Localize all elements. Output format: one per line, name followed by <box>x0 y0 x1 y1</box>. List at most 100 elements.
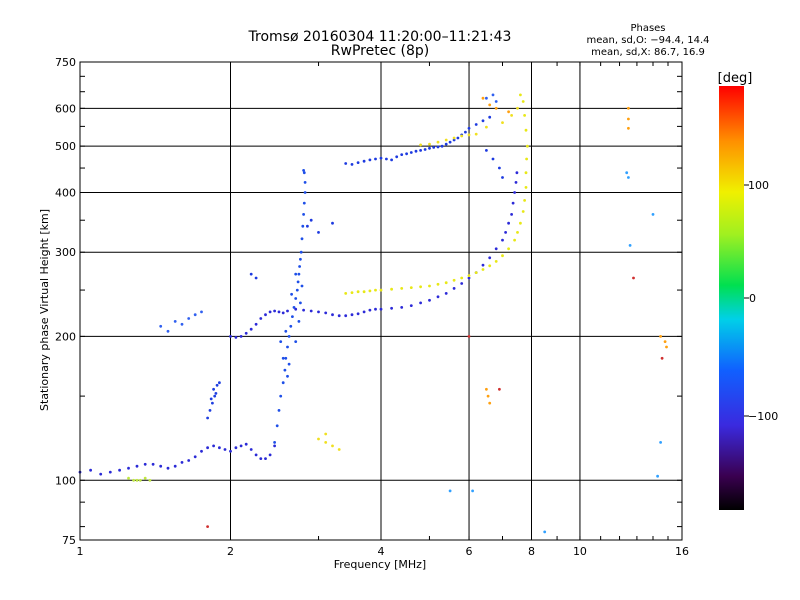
data-point <box>249 448 253 451</box>
data-point <box>627 176 630 179</box>
data-point <box>187 459 191 462</box>
data-point <box>166 329 170 333</box>
data-point <box>331 313 334 317</box>
data-point <box>214 392 218 395</box>
data-point <box>510 213 513 216</box>
data-point <box>215 383 219 387</box>
data-points <box>78 93 668 534</box>
data-point <box>200 310 203 314</box>
data-point <box>481 96 485 100</box>
data-point <box>275 424 279 428</box>
data-point <box>294 340 298 343</box>
data-point <box>331 444 334 448</box>
data-point <box>379 307 383 311</box>
data-point <box>284 329 288 333</box>
data-point <box>651 213 655 216</box>
x-tick-labels: 1 2 4 6 8 10 16 <box>77 545 690 558</box>
data-point <box>460 276 464 280</box>
data-point <box>317 231 320 234</box>
data-point <box>419 143 422 147</box>
data-point <box>374 288 377 292</box>
data-point <box>374 157 377 161</box>
data-point <box>229 335 232 338</box>
data-point <box>273 441 276 444</box>
data-point <box>481 119 485 123</box>
data-point <box>212 444 216 448</box>
grid-lines <box>80 62 682 540</box>
data-point <box>300 237 304 241</box>
data-point <box>173 320 177 323</box>
data-point <box>290 292 293 296</box>
data-point <box>213 394 217 398</box>
data-point <box>173 464 177 468</box>
data-point <box>514 181 518 184</box>
data-point <box>521 210 525 213</box>
data-point <box>218 446 221 450</box>
data-point <box>239 335 243 338</box>
data-point <box>127 476 130 480</box>
data-point <box>268 453 272 457</box>
data-point <box>299 301 302 305</box>
data-point <box>317 437 320 441</box>
data-point <box>362 290 366 294</box>
data-point <box>234 446 238 450</box>
data-point <box>296 280 300 284</box>
data-point <box>511 201 515 205</box>
data-point <box>297 320 301 323</box>
data-point <box>295 288 299 292</box>
data-point <box>187 317 191 320</box>
data-point <box>254 276 258 280</box>
data-point <box>452 136 456 140</box>
data-point <box>206 446 210 450</box>
data-point <box>344 162 348 165</box>
data-point <box>501 238 504 242</box>
data-point <box>436 145 440 149</box>
data-point <box>436 295 440 299</box>
y-tick-label: 750 <box>55 56 76 69</box>
data-point <box>448 140 452 144</box>
data-point <box>379 156 383 160</box>
y-tick-label: 600 <box>55 102 76 115</box>
data-point <box>507 221 510 225</box>
data-point <box>419 301 422 305</box>
data-point <box>193 455 197 459</box>
data-point <box>485 387 488 391</box>
data-point <box>513 238 516 242</box>
colorbar-tick-label-100: 100 <box>748 179 769 192</box>
data-point <box>488 103 492 107</box>
data-point <box>400 306 404 309</box>
data-point <box>510 114 513 117</box>
data-point <box>118 468 121 472</box>
data-point <box>436 140 440 144</box>
data-point <box>356 312 360 316</box>
data-point <box>494 106 498 110</box>
data-point <box>444 281 448 285</box>
data-point <box>208 409 212 412</box>
data-point <box>659 335 662 338</box>
data-point <box>525 157 528 161</box>
data-point <box>467 276 471 280</box>
data-point <box>273 309 276 313</box>
phase-colorbar: [deg] 100 0 −100 <box>718 71 778 510</box>
data-point <box>524 186 528 189</box>
data-point <box>309 218 313 222</box>
data-point <box>627 126 630 130</box>
data-point <box>324 441 328 444</box>
data-point <box>212 387 216 391</box>
data-point <box>301 224 305 228</box>
data-point <box>249 327 253 331</box>
data-point <box>428 142 431 146</box>
data-point <box>299 250 303 254</box>
data-point <box>279 340 283 343</box>
data-point <box>444 292 448 295</box>
data-point <box>660 356 664 360</box>
data-point <box>294 307 298 311</box>
data-point <box>524 171 528 175</box>
data-point <box>452 138 456 142</box>
data-point <box>259 457 263 460</box>
phases-heading: Phases <box>630 23 665 34</box>
data-point <box>211 401 214 405</box>
data-point <box>368 289 372 293</box>
data-point <box>663 340 667 343</box>
